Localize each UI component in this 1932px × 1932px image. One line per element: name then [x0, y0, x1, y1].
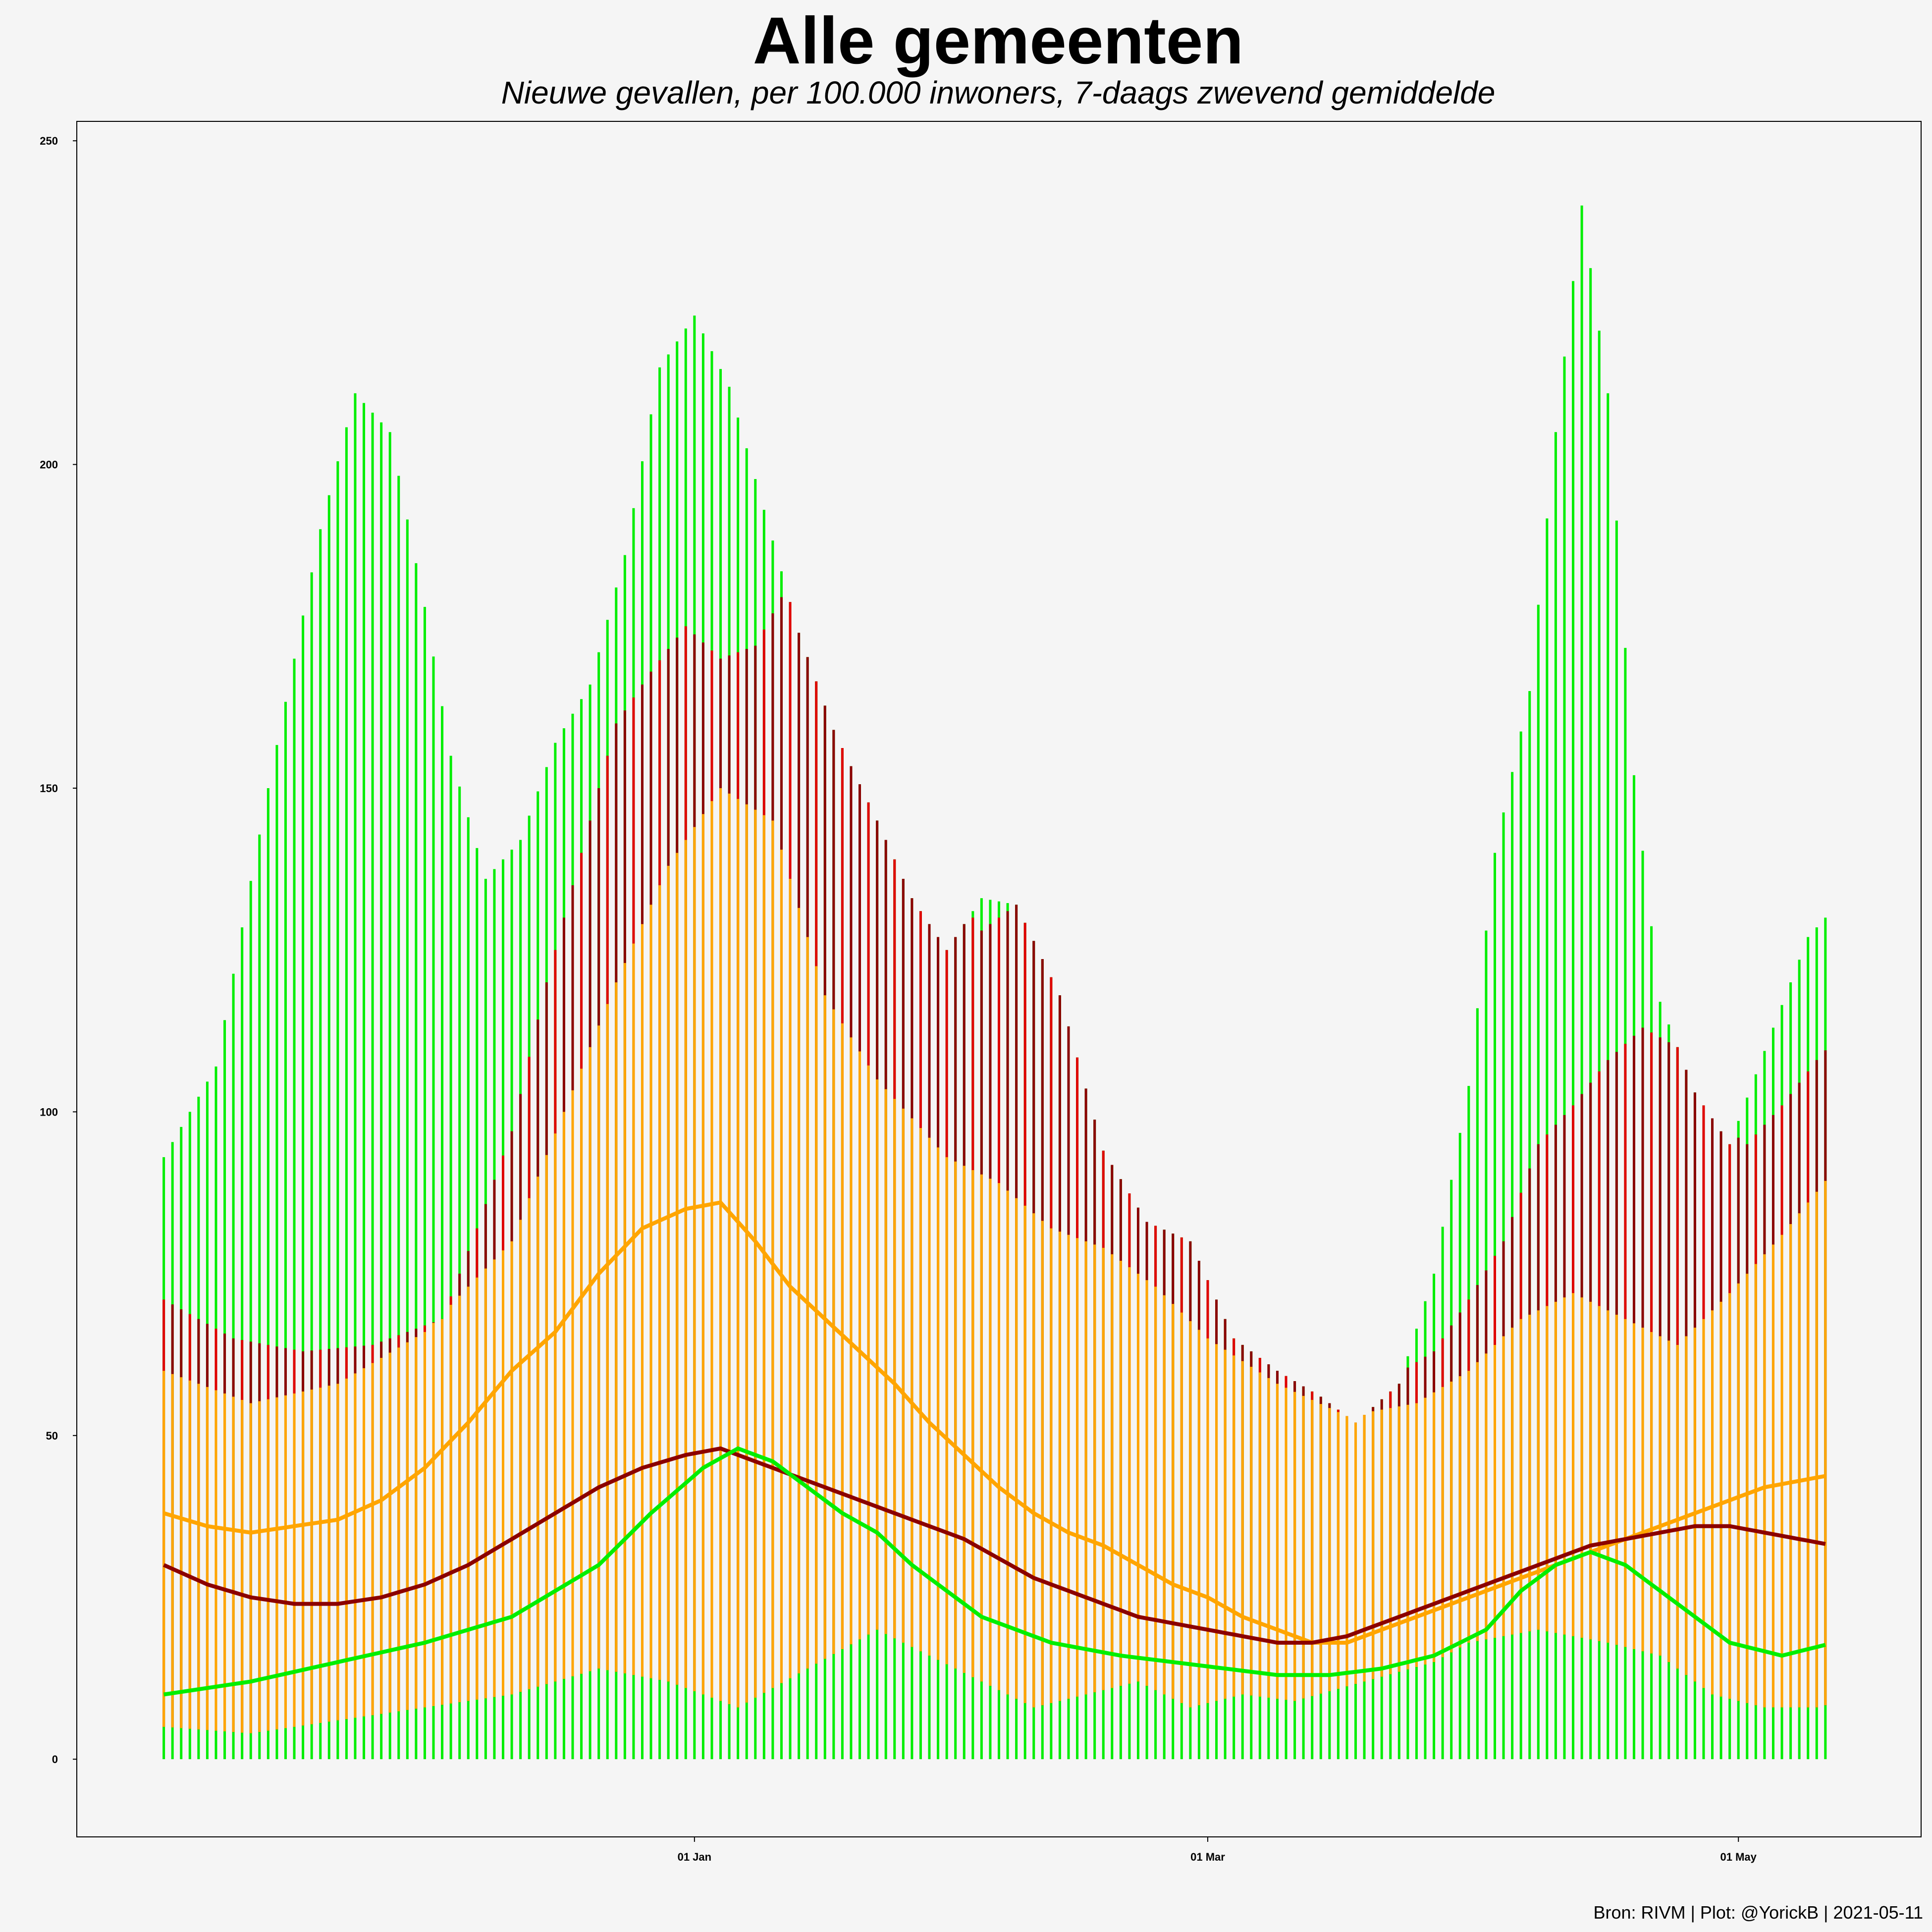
- y-tick-label: 100: [40, 1106, 58, 1118]
- chart-subtitle: Nieuwe gevallen, per 100.000 inwoners, 7…: [501, 75, 1496, 110]
- trend-lines: [162, 1200, 1826, 1697]
- y-tick-label: 150: [40, 782, 58, 795]
- y-tick-label: 200: [40, 459, 58, 471]
- trend-line-1: [163, 1200, 1826, 1645]
- y-tick-label: 0: [52, 1753, 58, 1766]
- y-tick-label: 50: [46, 1430, 58, 1442]
- trend-line-3: [163, 1446, 1826, 1697]
- chart-caption: Bron: RIVM | Plot: @YorickB | 2021-05-11: [1593, 1902, 1923, 1923]
- y-axis: 0 50 100 150 200 250: [40, 135, 77, 1766]
- trend-line-2: [162, 1446, 1826, 1645]
- x-axis: 01 Jan 01 Mar 01 May: [678, 1837, 1757, 1863]
- x-tick-label: 01 May: [1720, 1851, 1757, 1863]
- chart-title: Alle gemeenten: [752, 4, 1244, 78]
- x-tick-label: 01 Mar: [1190, 1851, 1225, 1863]
- x-tick-label: 01 Jan: [678, 1851, 712, 1863]
- y-tick-label: 250: [40, 135, 58, 147]
